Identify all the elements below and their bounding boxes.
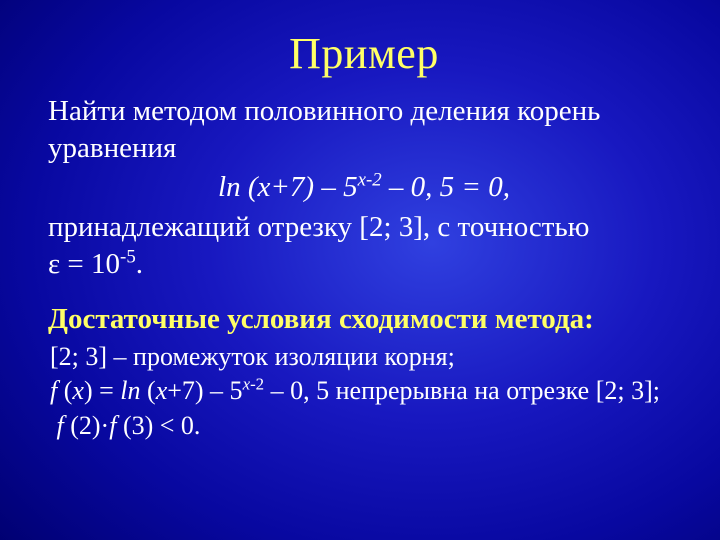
problem-intro-line1: Найти методом половинного деления корень: [48, 93, 680, 130]
condition-3: f (2)·f (3) < 0.: [48, 409, 680, 443]
problem-intro-line2: уравнения: [48, 130, 680, 167]
conditions-heading: Достаточные условия сходимости метода:: [48, 303, 680, 336]
condition-1: [2; 3] – промежуток изоляции корня;: [48, 340, 680, 374]
slide-title: Пример: [48, 28, 680, 79]
condition-2: f (x) = ln (x+7) – 5x-2 – 0, 5 непрерывн…: [48, 374, 680, 408]
equation: ln (x+7) – 5x-2 – 0, 5 = 0,: [48, 169, 680, 207]
problem-after-line1: принадлежащий отрезку [2; 3], с точность…: [48, 209, 680, 246]
problem-after-line2: ε = 10-5.: [48, 246, 680, 283]
